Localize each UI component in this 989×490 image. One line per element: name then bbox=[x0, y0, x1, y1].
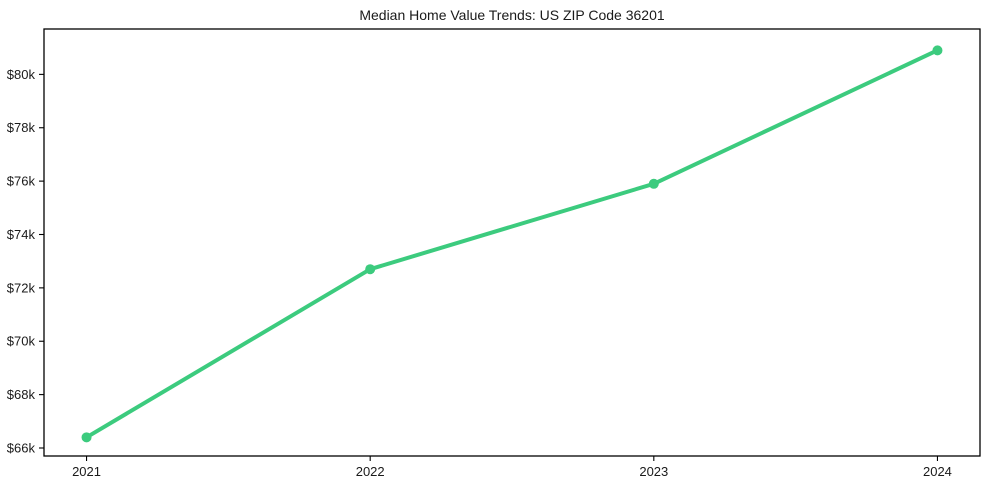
y-tick-label: $80k bbox=[7, 67, 36, 82]
plot-frame bbox=[43, 28, 981, 457]
chart-title: Median Home Value Trends: US ZIP Code 36… bbox=[359, 7, 665, 23]
y-tick-label: $68k bbox=[7, 387, 36, 402]
y-tick-label: $72k bbox=[7, 280, 36, 295]
x-tick-label: 2022 bbox=[356, 464, 385, 479]
y-tick-label: $66k bbox=[7, 440, 36, 455]
trend-line bbox=[84, 48, 940, 440]
data-point-marker bbox=[365, 264, 376, 275]
y-tick-label: $78k bbox=[7, 120, 36, 135]
x-tick-label: 2021 bbox=[72, 464, 101, 479]
data-point-marker bbox=[932, 45, 943, 56]
y-tick-label: $70k bbox=[7, 334, 36, 349]
data-point-marker bbox=[648, 178, 659, 189]
x-tick-label: 2023 bbox=[639, 464, 668, 479]
data-point-marker bbox=[81, 432, 92, 443]
y-tick-label: $74k bbox=[7, 227, 36, 242]
x-tick-label: 2024 bbox=[923, 464, 952, 479]
y-tick-label: $76k bbox=[7, 174, 36, 189]
